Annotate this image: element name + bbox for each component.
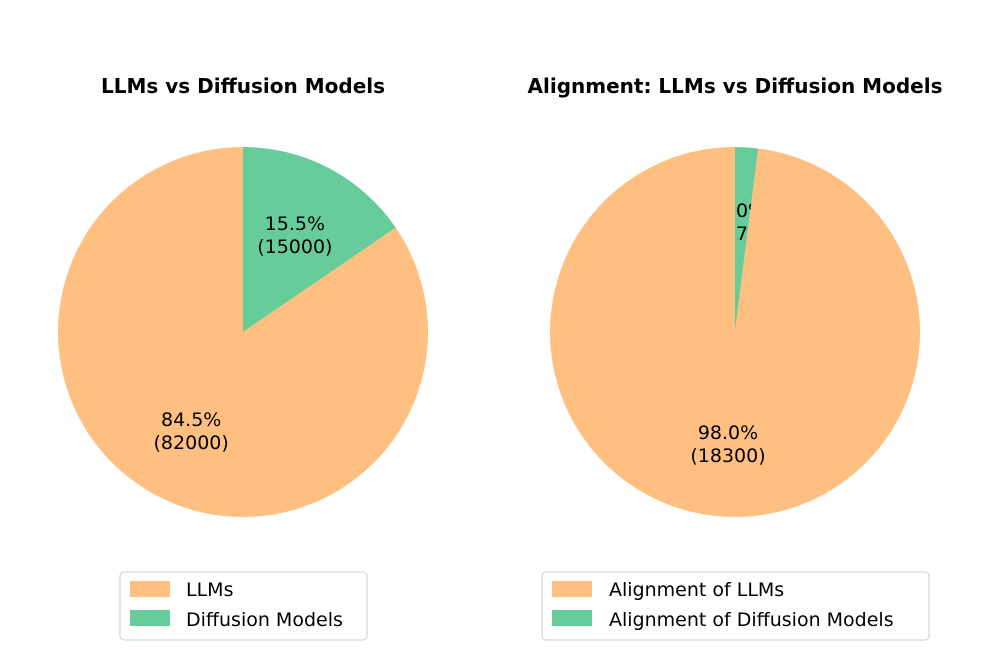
chart-title: Alignment: LLMs vs Diffusion Models <box>528 74 943 98</box>
slice-count-label: (15000) <box>257 236 332 258</box>
slice-count-label: (82000) <box>154 432 229 454</box>
legend-swatch-llms <box>130 581 170 597</box>
pie-slice-alignment-of-diffusion-models <box>735 147 759 332</box>
chart-title: LLMs vs Diffusion Models <box>101 74 385 98</box>
legend-label-alignment-of-diffusion-models: Alignment of Diffusion Models <box>609 609 894 631</box>
chart-alignment-llms-vs-diffusion: Alignment: LLMs vs Diffusion Models 2.0%… <box>528 74 943 641</box>
legend-label-alignment-of-llms: Alignment of LLMs <box>609 579 784 601</box>
slice-percent-label: 98.0% <box>698 422 758 444</box>
pie: 2.0%(374)98.0%(18300) <box>549 146 921 517</box>
pie: 15.5%(15000) 84.5%(82000) <box>57 147 428 517</box>
legend-swatch-diffusion-models <box>130 610 170 626</box>
pie-slice-diffusion-models <box>243 147 396 332</box>
legend-label-diffusion-models: Diffusion Models <box>186 609 343 631</box>
legend-frame <box>541 571 930 641</box>
legend-swatch-alignment-of-diffusion-models <box>552 610 592 626</box>
slice-percent-label: 84.5% <box>161 409 221 431</box>
legend: LLMs Diffusion Models <box>119 571 368 641</box>
legend-label-llms: LLMs <box>186 579 233 601</box>
legend: Alignment of LLMs Alignment of Diffusion… <box>541 571 930 641</box>
chart-llms-vs-diffusion: LLMs vs Diffusion Models 15.5%(15000) 84.… <box>57 74 428 641</box>
pie-slice-alignment-of-llms <box>549 146 921 517</box>
legend-frame <box>119 571 368 641</box>
slice-count-label: (18300) <box>690 445 765 467</box>
pie-slice-llms <box>57 147 428 517</box>
legend-swatch-alignment-of-llms <box>552 581 592 597</box>
slice-percent-label: 15.5% <box>265 213 325 235</box>
